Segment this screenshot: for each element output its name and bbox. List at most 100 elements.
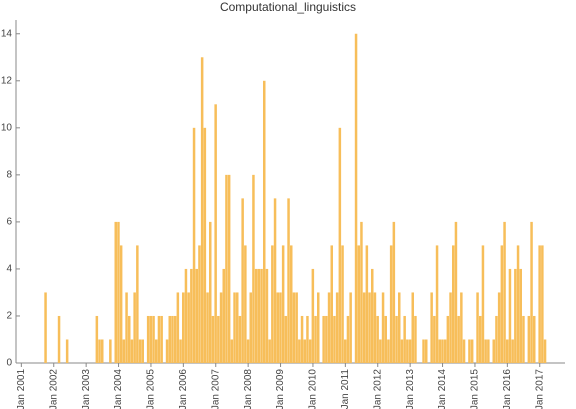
bar xyxy=(470,339,474,363)
x-tick-label: Jan 2015 xyxy=(470,369,481,409)
bar xyxy=(179,339,182,363)
bar xyxy=(98,339,101,363)
bar xyxy=(487,339,490,363)
bar xyxy=(425,339,428,363)
bar xyxy=(192,127,196,364)
bar xyxy=(211,315,215,363)
bar xyxy=(136,245,139,363)
bar xyxy=(452,245,455,363)
bar xyxy=(44,292,47,363)
bar xyxy=(195,268,198,363)
bar xyxy=(522,315,525,363)
bar xyxy=(365,245,369,363)
bar xyxy=(362,292,366,363)
bar xyxy=(308,339,312,363)
y-tick-label: 10 xyxy=(1,122,13,133)
y-tick-label: 2 xyxy=(6,311,12,322)
bar xyxy=(495,315,498,363)
bar xyxy=(265,268,269,363)
bar xyxy=(125,292,128,363)
bar xyxy=(241,198,244,363)
y-tick-label: 0 xyxy=(6,358,12,369)
bar xyxy=(462,339,466,363)
bar xyxy=(257,268,261,363)
y-tick-label: 8 xyxy=(6,170,12,181)
bar xyxy=(303,339,306,363)
bar xyxy=(476,292,479,363)
bar xyxy=(481,245,485,363)
bar xyxy=(497,292,501,363)
bar xyxy=(511,339,514,363)
bar xyxy=(295,292,298,363)
bar xyxy=(146,315,150,363)
x-tick-label: Jan 2001 xyxy=(16,369,27,409)
bar xyxy=(222,268,225,363)
bar xyxy=(57,315,61,363)
bar xyxy=(119,245,123,363)
bar xyxy=(198,245,201,363)
bar xyxy=(479,315,482,363)
x-tick-label: Jan 2012 xyxy=(372,369,383,409)
bar xyxy=(252,174,255,363)
bar xyxy=(311,268,315,363)
bar xyxy=(279,292,282,363)
bar xyxy=(306,315,309,363)
bar xyxy=(292,292,296,363)
bar xyxy=(287,198,290,363)
bar xyxy=(322,315,325,363)
bar xyxy=(230,339,234,363)
bar xyxy=(438,339,441,363)
bar xyxy=(325,315,328,363)
x-tick-label: Jan 2003 xyxy=(81,369,92,409)
bar xyxy=(333,315,336,363)
x-tick-label: Jan 2017 xyxy=(534,369,545,409)
bar xyxy=(349,292,352,363)
bar xyxy=(101,339,104,363)
bar xyxy=(460,292,463,363)
bar xyxy=(233,292,236,363)
bar xyxy=(236,292,239,363)
bar xyxy=(541,245,544,363)
bar xyxy=(206,292,209,363)
x-tick-label: Jan 2009 xyxy=(275,369,286,409)
bar xyxy=(468,339,471,363)
bar xyxy=(538,245,541,363)
bar xyxy=(454,221,458,363)
bar xyxy=(184,268,188,363)
bar xyxy=(398,292,401,363)
bar xyxy=(155,339,158,363)
bar xyxy=(263,80,266,364)
x-tick-label: Jan 2016 xyxy=(502,369,513,409)
bar xyxy=(281,245,285,363)
bar xyxy=(173,315,177,363)
bar xyxy=(387,339,390,363)
bar xyxy=(190,268,193,363)
bar xyxy=(176,292,180,363)
bar xyxy=(284,315,288,363)
bar xyxy=(160,315,163,363)
bar xyxy=(109,339,112,363)
bar xyxy=(406,339,409,363)
bar xyxy=(327,292,331,363)
bar xyxy=(516,245,520,363)
bar xyxy=(152,315,155,363)
bar xyxy=(249,292,252,363)
bar xyxy=(376,315,379,363)
x-tick-label: Jan 2002 xyxy=(48,369,59,409)
bar xyxy=(117,221,120,363)
bar xyxy=(187,292,190,363)
bar xyxy=(128,315,131,363)
bar xyxy=(238,315,242,363)
bar xyxy=(300,315,304,363)
bar xyxy=(341,245,344,363)
bar xyxy=(384,315,387,363)
bar xyxy=(500,245,504,363)
x-tick-label: Jan 2005 xyxy=(146,369,157,409)
bar xyxy=(414,315,417,363)
bar xyxy=(130,339,134,363)
bar xyxy=(492,339,495,363)
bar xyxy=(219,292,223,363)
bar xyxy=(446,315,450,363)
bar xyxy=(443,339,447,363)
